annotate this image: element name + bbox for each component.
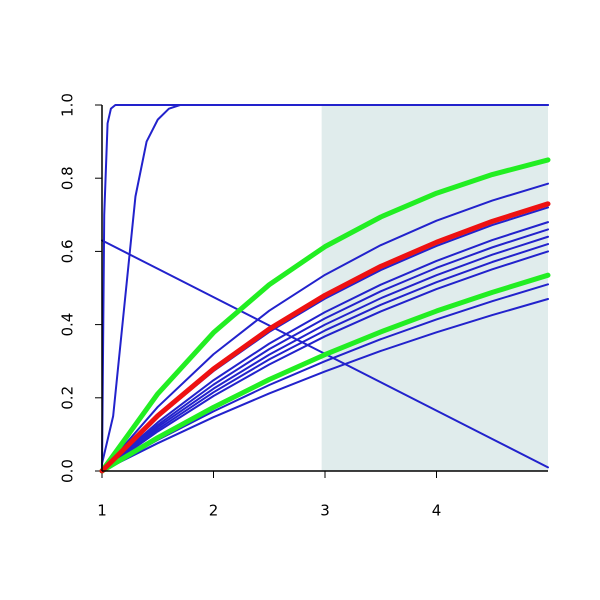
x-tick-label: 1	[97, 502, 107, 520]
series-line	[99, 201, 551, 474]
series-line	[101, 250, 549, 472]
x-tick-label: 3	[320, 502, 330, 520]
series-line	[99, 272, 551, 474]
series-line	[99, 157, 551, 474]
series-line	[101, 297, 549, 472]
series-line	[101, 228, 549, 472]
y-tick-label: 0.6	[59, 239, 77, 263]
y-tick-label: 0.4	[59, 313, 77, 337]
x-tick-label: 2	[209, 502, 219, 520]
y-tick-label: 0.2	[59, 386, 77, 410]
y-tick-label: 0.8	[59, 166, 77, 190]
series-line	[101, 235, 549, 472]
y-tick-label: 0.0	[59, 459, 77, 483]
y-tick-label: 1.0	[59, 93, 77, 117]
series-line	[101, 221, 549, 472]
series-line	[101, 104, 549, 465]
series-line	[101, 243, 549, 472]
series-line	[101, 182, 549, 472]
x-tick-label: 4	[432, 502, 442, 520]
